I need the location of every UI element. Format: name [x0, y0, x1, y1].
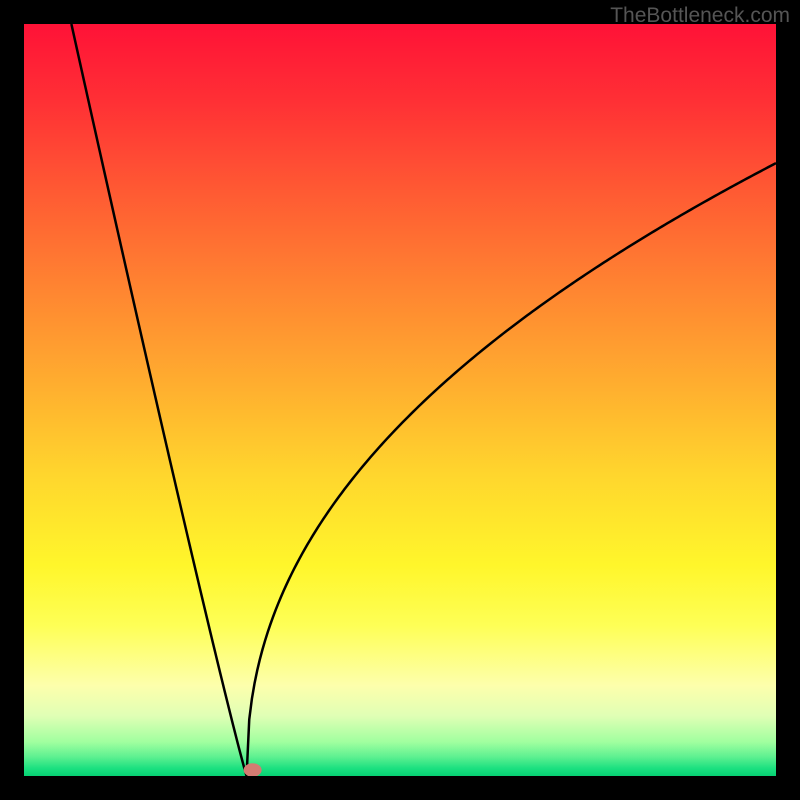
chart-background — [24, 24, 776, 776]
bottleneck-chart — [24, 24, 776, 776]
watermark-text: TheBottleneck.com — [610, 4, 790, 28]
chart-frame — [24, 24, 776, 776]
